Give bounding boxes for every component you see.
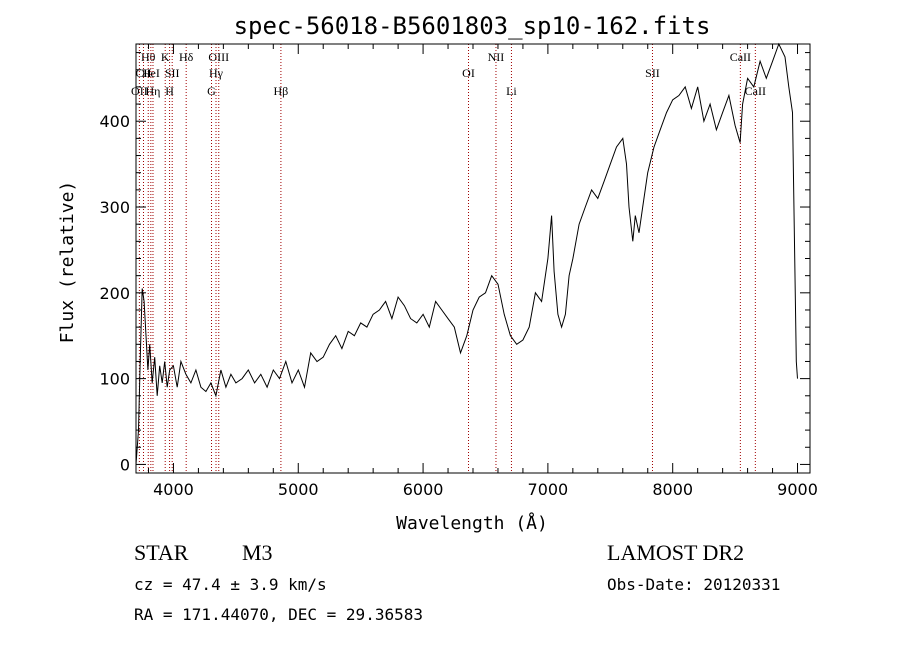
survey-name: LAMOST DR2 xyxy=(607,540,745,565)
line-label-7: H xyxy=(165,84,174,98)
line-label-6: SII xyxy=(165,66,180,80)
x-tick-label-0: 4000 xyxy=(153,480,194,499)
x-tick-label-5: 9000 xyxy=(777,480,818,499)
x-tick-label-3: 7000 xyxy=(528,480,569,499)
object-class: STAR xyxy=(134,540,189,565)
line-label-8: Hδ xyxy=(179,50,194,64)
observation-date: Obs-Date: 20120331 xyxy=(607,575,781,594)
x-axis-label: Wavelength (Å) xyxy=(396,512,548,534)
line-label-0: Hθ xyxy=(141,50,156,64)
object-subclass: M3 xyxy=(242,540,273,565)
line-label-3: HeI xyxy=(142,66,160,80)
line-label-16: SII xyxy=(645,66,660,80)
y-tick-label-2: 200 xyxy=(99,284,130,303)
x-tick-label-1: 5000 xyxy=(278,480,319,499)
y-tick-label-4: 400 xyxy=(99,112,130,131)
line-label-5: K xyxy=(161,50,170,64)
y-tick-label-0: 0 xyxy=(120,455,130,474)
line-label-4: Hη xyxy=(145,84,160,98)
redshift-readout: cz = 47.4 ± 3.9 km/s xyxy=(134,575,327,594)
chart-title: spec-56018-B5601803_sp10-162.fits xyxy=(234,12,711,40)
x-tick-label-2: 6000 xyxy=(403,480,444,499)
x-tick-label-4: 8000 xyxy=(652,480,693,499)
line-label-17: CaII xyxy=(730,50,751,64)
line-label-14: NII xyxy=(488,50,505,64)
y-axis-label: Flux (relative) xyxy=(57,181,78,344)
coordinates-readout: RA = 171.44070, DEC = 29.36583 xyxy=(134,605,423,624)
line-label-18: CaII xyxy=(745,84,766,98)
line-label-12: Hβ xyxy=(274,84,289,98)
spectrum-line-0 xyxy=(135,42,798,465)
y-tick-label-1: 100 xyxy=(99,370,130,389)
y-tick-label-3: 300 xyxy=(99,198,130,217)
line-label-15: Li xyxy=(506,84,517,98)
line-label-2: OII xyxy=(131,84,148,98)
line-label-10: Hγ xyxy=(209,66,224,80)
line-label-11: G xyxy=(207,84,216,98)
line-label-9: OIII xyxy=(208,50,229,64)
line-label-13: OI xyxy=(462,66,475,80)
